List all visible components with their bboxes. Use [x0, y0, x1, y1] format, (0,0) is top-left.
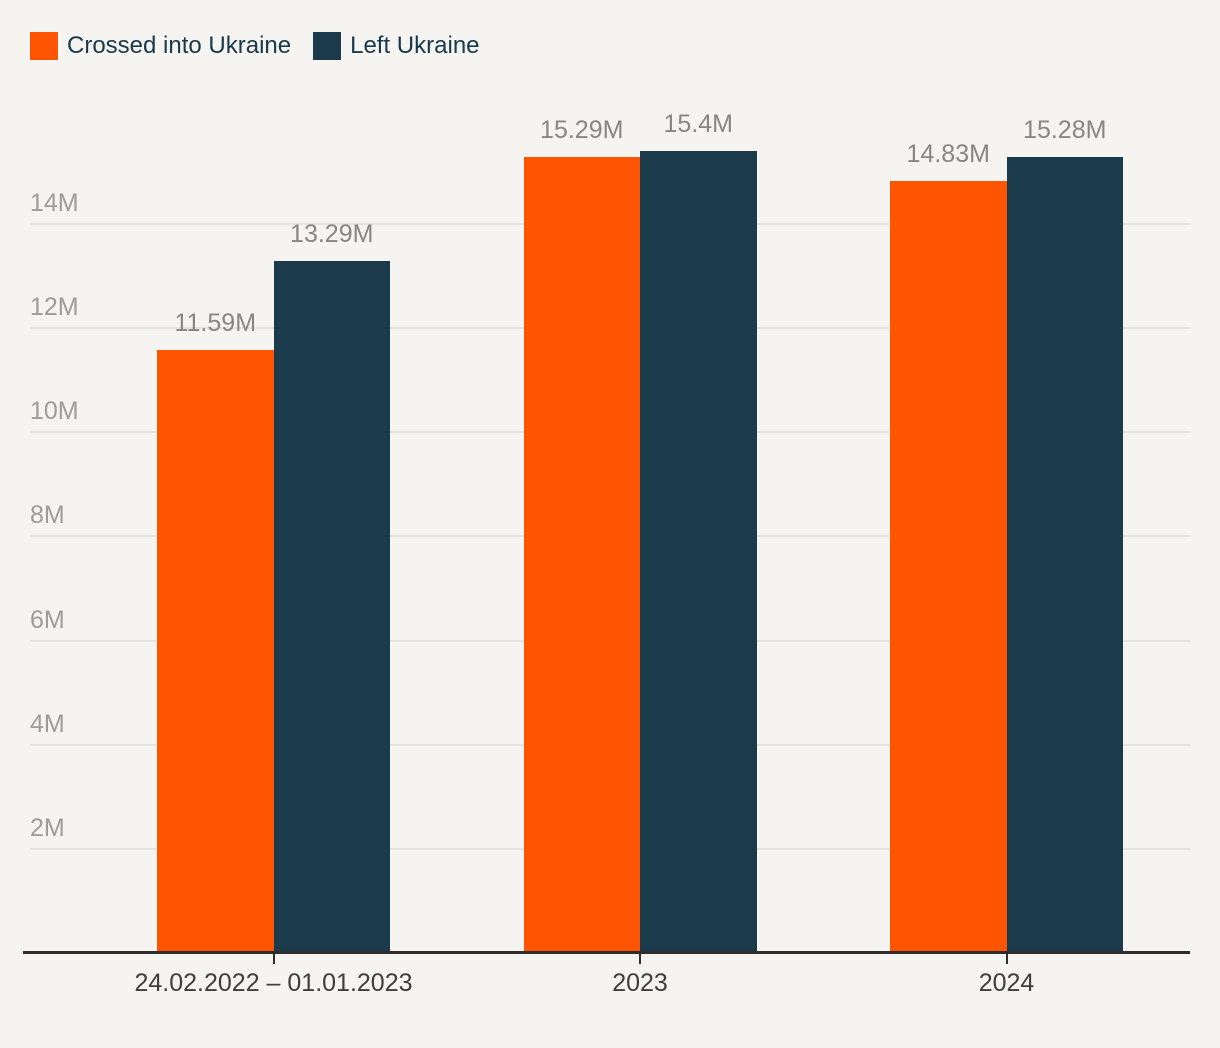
legend-label-left-ukraine: Left Ukraine: [350, 32, 480, 59]
y-axis-label-2M: 2M: [30, 813, 65, 842]
bar-value-label: 14.83M: [906, 139, 990, 168]
x-axis-label-1: 24.02.2022 – 01.01.2023: [134, 969, 413, 997]
legend-swatch-crossed-into-ukraine: [30, 32, 58, 60]
bar-crossed-2[interactable]: [523, 156, 640, 953]
y-axis-label-14M: 14M: [30, 189, 79, 218]
y-axis-label-6M: 6M: [30, 605, 65, 634]
bar-value-label: 15.28M: [1023, 116, 1107, 145]
x-axis-label-3: 2024: [978, 969, 1035, 997]
bar-crossed-1[interactable]: [157, 349, 274, 953]
legend: Crossed into Ukraine Left Ukraine: [30, 32, 480, 60]
bar-crossed-3[interactable]: [890, 180, 1007, 953]
bar-left-1[interactable]: [273, 260, 390, 953]
bar-left-2[interactable]: [640, 151, 757, 953]
x-axis-label-2: 2023: [612, 969, 668, 997]
x-axis-line: [23, 951, 1190, 954]
legend-swatch-left-ukraine: [313, 32, 342, 60]
legend-item-crossed-into-ukraine: Crossed into Ukraine: [30, 32, 291, 60]
y-axis-label-12M: 12M: [30, 293, 79, 322]
y-axis-label-4M: 4M: [30, 709, 65, 738]
bar-value-label: 11.59M: [174, 308, 257, 337]
x-axis-tick-3: [1005, 953, 1008, 964]
x-axis-tick-1: [272, 953, 275, 964]
bar-left-3[interactable]: [1006, 157, 1123, 953]
bar-value-label: 13.29M: [290, 220, 374, 248]
y-axis-label-10M: 10M: [30, 397, 79, 426]
bar-value-label: 15.4M: [663, 110, 733, 139]
legend-item-left-ukraine: Left Ukraine: [313, 32, 480, 60]
legend-label-crossed-into-ukraine: Crossed into Ukraine: [67, 32, 292, 59]
bar-value-label: 15.29M: [540, 115, 624, 144]
x-axis-tick-2: [639, 953, 641, 964]
y-axis-label-8M: 8M: [30, 501, 65, 530]
